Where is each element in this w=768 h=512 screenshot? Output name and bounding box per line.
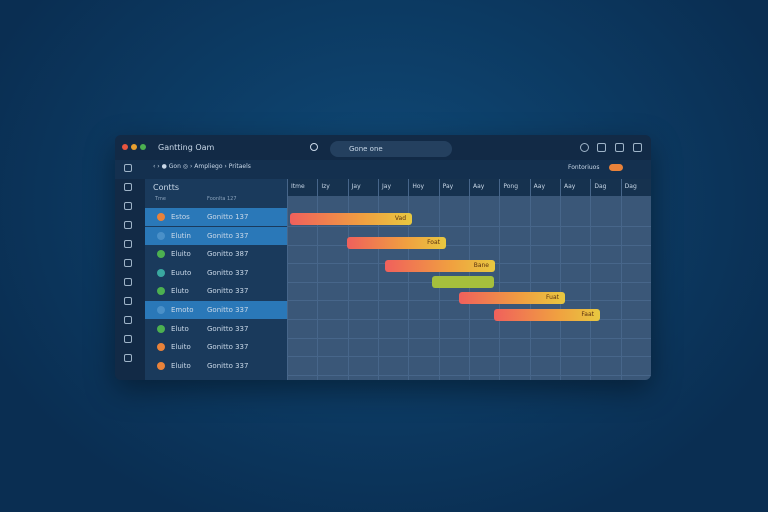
- grid-column: [287, 179, 317, 380]
- search-text: Gone one: [349, 145, 383, 153]
- bar-label: Bane: [473, 262, 489, 269]
- sidebar-icon[interactable]: [124, 240, 132, 248]
- sidebar-icon[interactable]: [124, 354, 132, 362]
- task-status: [157, 250, 165, 259]
- task-status: [157, 287, 165, 296]
- timeline-column-label: Aay: [533, 183, 545, 190]
- task-bar[interactable]: [432, 276, 494, 288]
- icon[interactable]: [597, 143, 606, 152]
- timeline-column-label: Pay: [442, 183, 454, 190]
- grid-column: [408, 179, 438, 380]
- task-status: [157, 343, 165, 352]
- task-date: Gonitto 337: [207, 306, 249, 314]
- bar-label: Vad: [394, 215, 406, 222]
- toggle[interactable]: [609, 164, 623, 171]
- icon[interactable]: [580, 143, 589, 152]
- task-name[interactable]: Euuto: [171, 268, 192, 277]
- grid-column: [529, 179, 560, 380]
- grid-column: [347, 179, 378, 380]
- app-window: Gantting Oam Gone one ‹ › ● Gon ◎ › Ampl…: [115, 135, 651, 380]
- sidebar-icon[interactable]: [124, 316, 132, 324]
- grid-column: [499, 179, 529, 380]
- grid-column: [378, 179, 408, 380]
- task-status: [157, 306, 165, 314]
- sidebar-icon[interactable]: [124, 202, 132, 210]
- task-date: Gonitto 387: [207, 250, 249, 259]
- task-name[interactable]: Elutin: [171, 231, 191, 240]
- task-name[interactable]: Eluto: [171, 324, 189, 333]
- task-bar[interactable]: Faat: [494, 309, 600, 321]
- search-icon[interactable]: [310, 143, 318, 151]
- timeline-column-label: Aay: [473, 183, 485, 190]
- sidebar-icon[interactable]: [124, 164, 132, 172]
- task-bar[interactable]: Bane: [385, 260, 495, 272]
- task-status: [157, 324, 165, 333]
- close-button[interactable]: [122, 144, 128, 150]
- minimize-button[interactable]: [131, 144, 137, 150]
- task-status: [157, 213, 165, 221]
- breadcrumb-item[interactable]: Ampliego: [194, 163, 223, 170]
- task-name[interactable]: Estos: [171, 213, 190, 221]
- task-row-selected[interactable]: [145, 208, 287, 226]
- task-status: [157, 268, 165, 277]
- sidebar-icon[interactable]: [124, 221, 132, 229]
- icon[interactable]: [633, 143, 642, 152]
- task-bar[interactable]: Vad: [290, 213, 412, 225]
- grid-column: [620, 179, 651, 380]
- breadcrumb-item[interactable]: Gon: [168, 163, 181, 170]
- timeline-column-label: Dag: [624, 183, 637, 190]
- task-status: [157, 231, 165, 240]
- timeline-column-label: Hoy: [412, 183, 425, 190]
- task-row-selected[interactable]: [145, 301, 287, 319]
- task-name[interactable]: Eluito: [171, 361, 191, 370]
- column-header: Foonlta 127: [207, 196, 237, 202]
- breadcrumb-item[interactable]: Pritaels: [228, 163, 251, 170]
- sidebar-icon[interactable]: [124, 278, 132, 286]
- sidebar: [115, 179, 145, 380]
- timeline-column-label: Pong: [503, 183, 519, 190]
- task-row-selected[interactable]: [145, 226, 287, 245]
- timeline-column-label: Itme: [291, 183, 305, 190]
- task-date: Gonitto 337: [207, 231, 249, 240]
- sidebar-icon[interactable]: [124, 297, 132, 305]
- sidebar-icon[interactable]: [124, 183, 132, 191]
- task-name[interactable]: Eluito: [171, 343, 191, 352]
- filter-label: Fontoriuos: [568, 164, 600, 171]
- sidebar-icon[interactable]: [124, 259, 132, 267]
- grid-column: [560, 179, 590, 380]
- task-bar[interactable]: Fuat: [459, 292, 565, 304]
- bar-label: Faat: [581, 311, 594, 318]
- task-date: Gonitto 337: [207, 361, 249, 370]
- grid-column: [590, 179, 620, 380]
- timeline-column-label: Aay: [564, 183, 576, 190]
- timeline-column-label: Izy: [321, 183, 330, 190]
- maximize-button[interactable]: [140, 144, 146, 150]
- timeline-column-label: Jay: [351, 183, 361, 190]
- timeline-column-label: Jay: [382, 183, 391, 190]
- task-date: Gonitto 337: [207, 268, 249, 277]
- icon[interactable]: [615, 143, 624, 152]
- task-name[interactable]: Eluito: [171, 250, 191, 259]
- task-date: Gonitto 337: [207, 324, 249, 333]
- task-bar[interactable]: Foat: [347, 237, 446, 249]
- timeline-column-label: Dag: [594, 183, 607, 190]
- search-box[interactable]: [330, 141, 452, 157]
- grid-column: [317, 179, 347, 380]
- task-status: [157, 361, 165, 370]
- column-header: Tme: [155, 196, 167, 202]
- panel-title: Contts: [153, 183, 179, 192]
- breadcrumb[interactable]: ‹ › ● Gon ◎ › Ampliego › Pritaels: [153, 163, 251, 170]
- window-title: Gantting Oam: [158, 143, 215, 152]
- task-name[interactable]: Eluto: [171, 287, 189, 296]
- task-date: Gonitto 137: [207, 213, 249, 221]
- sidebar-icon[interactable]: [124, 335, 132, 343]
- bar-label: Fuat: [546, 294, 559, 301]
- task-date: Gonitto 337: [207, 343, 249, 352]
- bar-label: Foat: [427, 239, 440, 246]
- task-name[interactable]: Emoto: [171, 306, 194, 314]
- task-date: Gonitto 337: [207, 287, 249, 296]
